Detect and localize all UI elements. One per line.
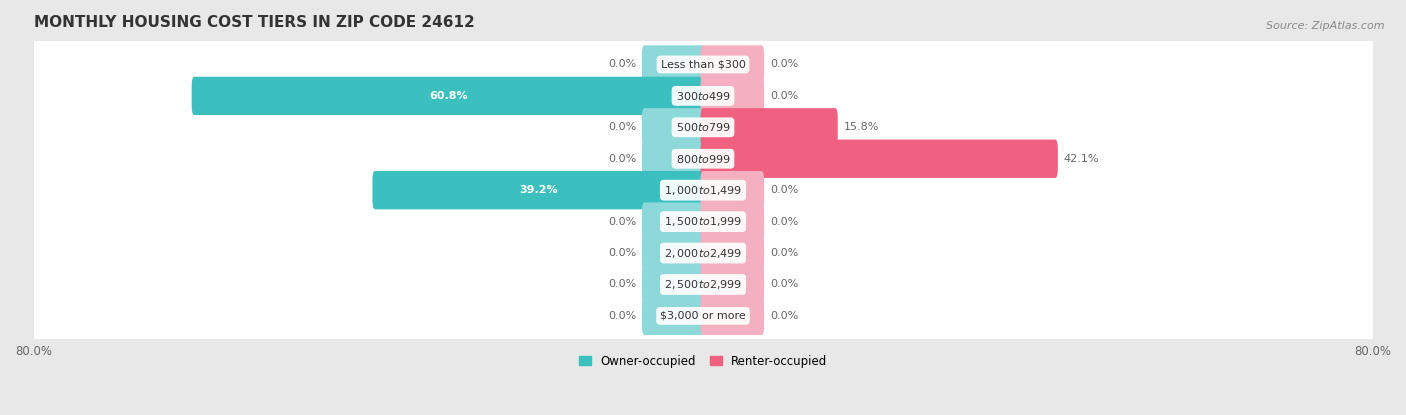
Text: 0.0%: 0.0% [607, 154, 636, 164]
FancyBboxPatch shape [21, 220, 1385, 286]
Text: $300 to $499: $300 to $499 [675, 90, 731, 102]
FancyBboxPatch shape [700, 139, 1057, 178]
Text: 0.0%: 0.0% [607, 122, 636, 132]
FancyBboxPatch shape [643, 234, 706, 272]
Text: MONTHLY HOUSING COST TIERS IN ZIP CODE 24612: MONTHLY HOUSING COST TIERS IN ZIP CODE 2… [34, 15, 474, 30]
Text: Less than $300: Less than $300 [661, 59, 745, 69]
Text: $2,000 to $2,499: $2,000 to $2,499 [664, 247, 742, 259]
Text: 0.0%: 0.0% [607, 248, 636, 258]
FancyBboxPatch shape [21, 32, 1385, 98]
Text: Source: ZipAtlas.com: Source: ZipAtlas.com [1267, 21, 1385, 31]
FancyBboxPatch shape [700, 45, 763, 84]
Text: 0.0%: 0.0% [607, 217, 636, 227]
Legend: Owner-occupied, Renter-occupied: Owner-occupied, Renter-occupied [574, 350, 832, 372]
Text: 42.1%: 42.1% [1064, 154, 1099, 164]
Text: $2,500 to $2,999: $2,500 to $2,999 [664, 278, 742, 291]
FancyBboxPatch shape [643, 265, 706, 304]
Text: 39.2%: 39.2% [520, 185, 558, 195]
Text: $800 to $999: $800 to $999 [675, 153, 731, 165]
FancyBboxPatch shape [21, 157, 1385, 223]
Text: $1,500 to $1,999: $1,500 to $1,999 [664, 215, 742, 228]
FancyBboxPatch shape [21, 283, 1385, 349]
Text: $1,000 to $1,499: $1,000 to $1,499 [664, 184, 742, 197]
Text: 0.0%: 0.0% [770, 185, 799, 195]
Text: 0.0%: 0.0% [607, 311, 636, 321]
FancyBboxPatch shape [21, 126, 1385, 192]
FancyBboxPatch shape [643, 45, 706, 84]
FancyBboxPatch shape [643, 203, 706, 241]
Text: $3,000 or more: $3,000 or more [661, 311, 745, 321]
Text: 60.8%: 60.8% [429, 91, 468, 101]
FancyBboxPatch shape [191, 77, 706, 115]
FancyBboxPatch shape [643, 108, 706, 146]
FancyBboxPatch shape [21, 251, 1385, 317]
Text: 0.0%: 0.0% [770, 59, 799, 69]
FancyBboxPatch shape [700, 297, 763, 335]
Text: 0.0%: 0.0% [607, 279, 636, 289]
FancyBboxPatch shape [700, 234, 763, 272]
Text: 0.0%: 0.0% [770, 279, 799, 289]
FancyBboxPatch shape [373, 171, 706, 209]
Text: 0.0%: 0.0% [607, 59, 636, 69]
FancyBboxPatch shape [643, 139, 706, 178]
Text: 0.0%: 0.0% [770, 91, 799, 101]
FancyBboxPatch shape [700, 265, 763, 304]
Text: 15.8%: 15.8% [844, 122, 879, 132]
FancyBboxPatch shape [21, 94, 1385, 160]
FancyBboxPatch shape [21, 188, 1385, 255]
Text: 0.0%: 0.0% [770, 248, 799, 258]
FancyBboxPatch shape [700, 77, 763, 115]
FancyBboxPatch shape [643, 297, 706, 335]
FancyBboxPatch shape [700, 171, 763, 209]
FancyBboxPatch shape [700, 108, 838, 146]
FancyBboxPatch shape [21, 63, 1385, 129]
Text: $500 to $799: $500 to $799 [675, 121, 731, 133]
Text: 0.0%: 0.0% [770, 217, 799, 227]
FancyBboxPatch shape [700, 203, 763, 241]
Text: 0.0%: 0.0% [770, 311, 799, 321]
